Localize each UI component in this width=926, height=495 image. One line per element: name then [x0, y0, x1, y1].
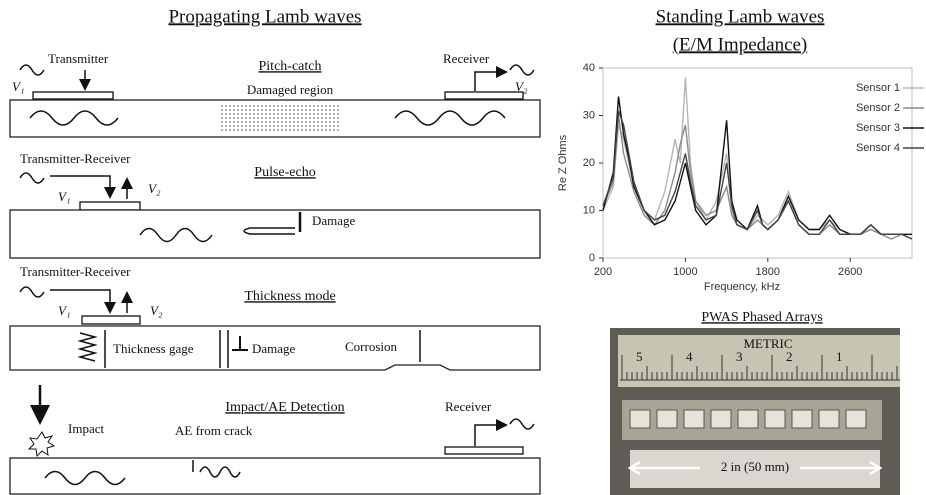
label: Transmitter-Receiver: [20, 264, 131, 279]
chip: [845, 409, 867, 429]
chips: [629, 409, 867, 429]
thickness-mode: Transmitter-Receiver Thickness mode V₁ V…: [9, 264, 541, 371]
transducer: [32, 91, 114, 100]
signal: [19, 64, 45, 76]
label: V₂: [148, 181, 161, 196]
ruler-number: 3: [736, 349, 743, 364]
label: Corrosion: [345, 339, 398, 354]
label: Damage: [312, 213, 356, 228]
y-tick-label: 20: [583, 157, 595, 169]
label: Transmitter-Receiver: [20, 151, 131, 166]
photo-title: PWAS Phased Arrays: [701, 310, 822, 325]
label: V₂: [515, 79, 528, 94]
signal: [19, 286, 45, 298]
signal: [509, 64, 535, 76]
y-tick-label: 30: [583, 109, 595, 121]
section-title: Impact/AE Detection: [225, 400, 344, 415]
chip: [737, 409, 759, 429]
ruler-ticks: 5 4 3 2 1: [621, 349, 898, 380]
legend-label: Sensor 4: [856, 142, 900, 154]
transducer: [444, 446, 524, 455]
transducer: [81, 315, 141, 325]
x-tick-label: 200: [594, 266, 612, 278]
y-axis-label: Re Z Ohms: [557, 134, 569, 191]
label: Receiver: [445, 399, 492, 414]
label: V₁: [58, 303, 70, 318]
arrow: [50, 175, 116, 199]
echo: [243, 227, 295, 235]
plate: [9, 325, 541, 371]
label: Thickness gage: [113, 341, 194, 356]
x-tick-label: 1000: [673, 266, 697, 278]
label: Receiver: [443, 51, 490, 66]
label: Transmitter: [48, 51, 109, 66]
chip: [791, 409, 813, 429]
chip: [683, 409, 705, 429]
impact-detection: Impact/AE Detection Impact AE from crack…: [9, 385, 541, 495]
label: Damage: [252, 341, 296, 356]
phased-array-photo: PWAS Phased Arrays 5 4 3 2 1 METRIC 2 in (50…: [610, 310, 900, 495]
impact-star: [27, 431, 56, 458]
section-title: Thickness mode: [244, 289, 335, 304]
legend-label: Sensor 1: [856, 82, 900, 94]
y-tick-label: 40: [583, 62, 595, 74]
wave: [394, 110, 506, 126]
arrow: [474, 419, 508, 446]
ruler-number: 2: [786, 349, 793, 364]
section-title: Pulse-echo: [254, 165, 315, 180]
label: Damaged region: [247, 82, 334, 97]
series-line: [602, 115, 913, 240]
wave: [199, 466, 241, 478]
damaged-region: [220, 103, 340, 133]
chart-title: Standing Lamb waves: [656, 6, 825, 27]
left-title: Propagating Lamb waves: [168, 6, 361, 27]
label: V₂: [150, 303, 163, 318]
series-line: [602, 110, 913, 240]
pulse-echo: Transmitter-Receiver Pulse-echo V₁ V₂ Da…: [9, 151, 541, 259]
x-tick-label: 2600: [838, 266, 862, 278]
chip: [818, 409, 840, 429]
y-tick-label: 10: [583, 204, 595, 216]
scale-label: 2 in (50 mm): [721, 459, 789, 474]
coil: [77, 332, 98, 362]
label: AE from crack: [175, 423, 253, 438]
gage: [219, 330, 229, 368]
ruler-number: 5: [636, 349, 643, 364]
transducer: [444, 91, 524, 100]
damage: [232, 336, 248, 351]
legend-label: Sensor 3: [856, 122, 900, 134]
label: Impact: [68, 421, 104, 436]
chip: [764, 409, 786, 429]
wave: [29, 110, 119, 126]
chip: [710, 409, 732, 429]
y-tick-label: 0: [589, 252, 595, 264]
x-tick-label: 1800: [756, 266, 780, 278]
legend-label: Sensor 2: [856, 102, 900, 114]
chart-subtitle: (E/M Impedance): [673, 34, 808, 55]
transducer: [79, 201, 141, 211]
ruler-label: METRIC: [743, 336, 792, 351]
wave: [44, 470, 126, 486]
plate: [9, 457, 541, 495]
pitch-catch: Pitch-catch Transmitter V₁ Receiver V₂ D…: [9, 51, 541, 138]
label: V₁: [12, 79, 24, 94]
x-axis-label: Frequency, kHz: [704, 281, 780, 293]
chip: [629, 409, 651, 429]
signal: [509, 418, 535, 430]
arrowheads: [627, 460, 883, 476]
label: V₁: [58, 189, 70, 204]
wave: [139, 227, 213, 243]
ruler-number: 1: [836, 349, 843, 364]
arrow: [474, 66, 508, 91]
ruler-number: 4: [686, 349, 693, 364]
series-line: [602, 96, 912, 235]
impedance-chart: Standing Lamb waves (E/M Impedance) Freq…: [557, 6, 924, 293]
signal: [19, 172, 45, 184]
arrow: [50, 289, 116, 314]
section-title: Pitch-catch: [259, 59, 322, 74]
ruler: [618, 335, 900, 387]
chip: [656, 409, 678, 429]
